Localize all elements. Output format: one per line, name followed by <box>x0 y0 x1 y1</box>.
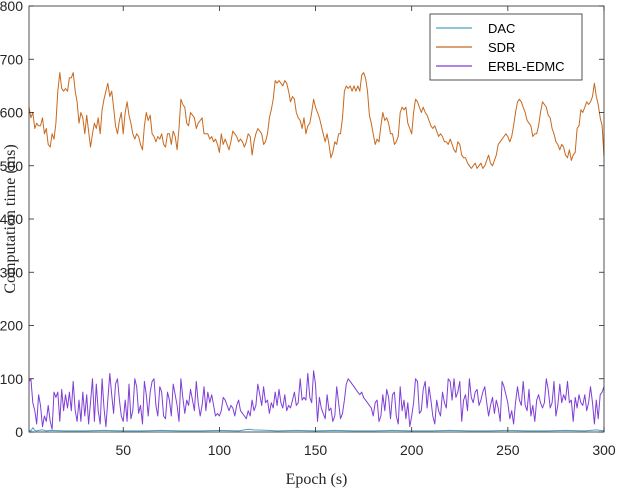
y-tick-label: 800 <box>0 0 23 14</box>
series-line-sdr <box>28 72 605 169</box>
x-tick-label: 300 <box>592 442 616 458</box>
legend-label: DAC <box>488 21 515 36</box>
legend-label: SDR <box>488 40 515 55</box>
y-tick-label: 700 <box>0 51 23 67</box>
x-tick-label: 200 <box>400 442 424 458</box>
y-tick-label: 500 <box>0 158 23 174</box>
tick-layer: 0 100 200 300 400 500 600 700 800 50 100 150 200 250 3… <box>0 0 616 458</box>
series-line-erbl-edmc <box>28 370 605 430</box>
x-tick-label: 100 <box>208 442 232 458</box>
y-tick-label: 0 <box>15 424 23 440</box>
legend: DAC SDR ERBL-EDMC <box>429 13 583 81</box>
x-tick-label: 50 <box>115 442 131 458</box>
y-axis-title: Computation time (ms) <box>2 144 19 293</box>
series-layer <box>28 72 605 432</box>
y-tick-label: 300 <box>0 264 23 280</box>
x-tick-label: 150 <box>304 442 328 458</box>
legend-entries: DAC SDR ERBL-EDMC <box>436 21 565 74</box>
x-axis-title: Epoch (s) <box>286 471 348 488</box>
y-tick-label: 400 <box>0 211 23 227</box>
y-tick-label: 200 <box>0 318 23 334</box>
series-line-dac <box>28 427 605 432</box>
legend-label: ERBL-EDMC <box>488 59 565 74</box>
y-tick-label: 100 <box>0 371 23 387</box>
y-tick-label: 600 <box>0 105 23 121</box>
x-tick-label: 250 <box>496 442 520 458</box>
